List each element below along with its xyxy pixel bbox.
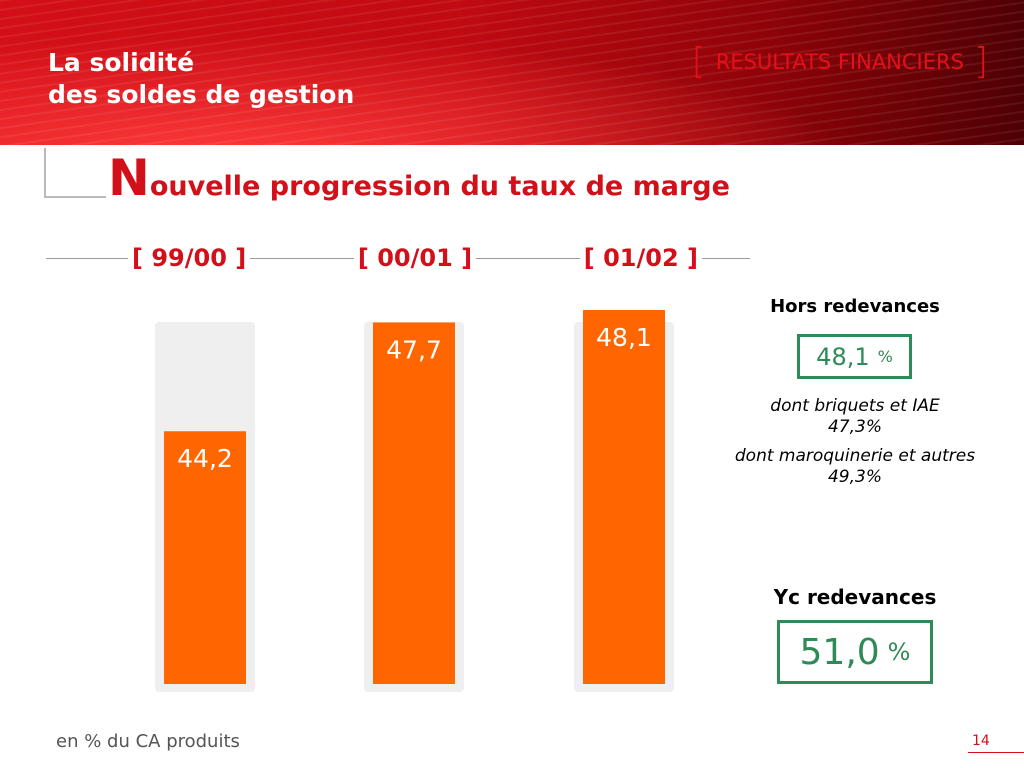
- heading-initial: N: [108, 149, 150, 207]
- hors-redevances-box: 48,1%: [797, 334, 912, 379]
- margin-bar-chart: 44,2 47,7 48,1: [155, 310, 674, 692]
- detail-maroquinerie: dont maroquinerie et autres 49,3%: [700, 446, 1010, 488]
- detail-briquets-label: dont briquets et IAE: [770, 396, 940, 416]
- header-banner: La solidité des soldes de gestion [ RESU…: [0, 0, 1024, 145]
- detail-maroquinerie-label: dont maroquinerie et autres: [734, 446, 976, 466]
- section-bracket-close: ]: [973, 41, 988, 82]
- bar-2: [373, 322, 455, 684]
- bar-1: [164, 431, 246, 684]
- detail-maroquinerie-value: 49,3%: [827, 467, 882, 487]
- bar-3: [583, 310, 665, 684]
- period-divider: [46, 257, 128, 259]
- slide-title-line2: des soldes de gestion: [48, 80, 355, 109]
- yc-redevances-box: 51,0%: [777, 620, 933, 684]
- hors-redevances-heading: Hors redevances: [770, 296, 940, 317]
- period-divider: [476, 257, 580, 259]
- slide-title-line1: La solidité: [48, 48, 195, 77]
- page-number-underline: [968, 752, 1024, 753]
- footnote: en % du CA produits: [56, 731, 240, 752]
- period-divider: [702, 257, 750, 259]
- bar-value-label-3: 48,1: [596, 323, 652, 352]
- period-header: [ 99/00 ] [ 00/01 ] [ 01/02 ]: [46, 240, 750, 276]
- yc-redevances-value: 51,0: [799, 631, 880, 673]
- detail-briquets: dont briquets et IAE 47,3%: [700, 396, 1010, 438]
- yc-redevances-heading: Yc redevances: [773, 585, 937, 609]
- page-number: 14: [972, 733, 990, 749]
- period-label-3: [ 01/02 ]: [583, 244, 698, 272]
- section-label: RESULTATS FINANCIERS: [715, 50, 964, 74]
- slide-title: La solidité des soldes de gestion: [48, 47, 354, 111]
- hors-redevances-unit: %: [877, 347, 893, 366]
- page-heading: Nouvelle progression du taux de marge: [108, 150, 730, 206]
- detail-briquets-value: 47,3%: [827, 417, 882, 437]
- corner-frame-decoration: [44, 148, 106, 198]
- bar-value-label-2: 47,7: [386, 335, 442, 364]
- section-tag: [ RESULTATS FINANCIERS ]: [692, 44, 988, 80]
- bar-value-label-1: 44,2: [177, 444, 233, 473]
- hors-redevances-value: 48,1: [816, 342, 870, 371]
- yc-redevances-unit: %: [887, 638, 911, 666]
- period-divider: [250, 257, 354, 259]
- section-bracket-open: [: [691, 41, 706, 82]
- heading-text: ouvelle progression du taux de marge: [149, 171, 730, 202]
- period-label-1: [ 99/00 ]: [132, 244, 247, 272]
- period-label-2: [ 00/01 ]: [357, 244, 473, 272]
